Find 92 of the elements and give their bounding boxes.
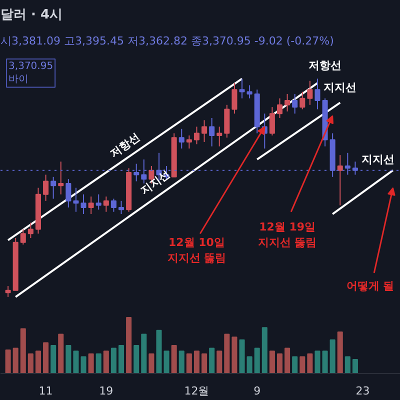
candlestick	[58, 161, 64, 195]
candlestick	[178, 128, 184, 150]
bar	[103, 350, 109, 374]
bar	[209, 348, 215, 374]
annotation: 3,370.95 바이	[8, 61, 54, 86]
bar	[43, 342, 49, 374]
bar	[88, 353, 94, 374]
bar	[337, 332, 343, 374]
candlestick	[239, 78, 245, 99]
chart-title: 달러 · 4시	[0, 8, 63, 22]
bar	[141, 334, 147, 374]
x-tick-label: 19	[99, 384, 114, 398]
bar	[300, 356, 306, 374]
bar	[194, 350, 200, 374]
bar	[352, 359, 358, 374]
bar	[224, 334, 230, 374]
bar	[307, 353, 313, 374]
bar	[246, 356, 252, 374]
bar	[239, 339, 245, 374]
candlestick	[292, 93, 298, 114]
bar	[322, 350, 328, 374]
x-tick-label: 12월	[184, 384, 210, 398]
bar	[262, 327, 268, 374]
candlestick	[232, 82, 238, 114]
bar	[156, 330, 162, 374]
bar	[292, 356, 298, 374]
candlestick	[88, 196, 94, 215]
candlestick	[28, 222, 34, 239]
bar	[314, 350, 320, 374]
bar	[148, 353, 154, 374]
bar	[202, 353, 208, 374]
bar	[35, 350, 41, 374]
candlestick	[50, 176, 56, 200]
bar	[330, 339, 336, 374]
annotation: 어떻게 될	[346, 280, 394, 293]
candlestick	[269, 106, 275, 136]
candlestick	[186, 134, 192, 150]
bar	[58, 334, 64, 374]
candlestick	[276, 98, 283, 118]
bar	[118, 345, 124, 374]
bar	[28, 353, 34, 374]
bar	[80, 356, 86, 374]
candlestick	[307, 80, 313, 106]
bar	[254, 348, 260, 374]
candlestick	[110, 198, 116, 212]
candlestick	[118, 200, 124, 215]
bar	[186, 353, 192, 374]
candlestick	[5, 286, 11, 298]
candlestick	[66, 178, 72, 208]
bar	[12, 348, 18, 374]
bar	[20, 328, 26, 374]
bar	[232, 336, 238, 374]
bar	[216, 350, 222, 374]
x-tick-label: 11	[38, 384, 53, 398]
text: 저항선	[308, 59, 342, 72]
candlestick	[202, 120, 208, 142]
bar	[164, 350, 170, 374]
bar	[50, 345, 56, 374]
candlestick	[209, 117, 215, 147]
candlestick	[43, 174, 49, 202]
bar	[178, 350, 184, 374]
annotation: 12월 19일 지지선 뚫림	[256, 220, 317, 249]
bar	[96, 353, 102, 374]
candlestick	[194, 126, 200, 145]
candlestick	[80, 194, 86, 215]
candlestick	[216, 126, 222, 147]
annotation: 12월 10일 지지선 뚫림	[166, 236, 226, 264]
bar	[66, 345, 72, 374]
bar	[134, 345, 140, 374]
bar	[171, 345, 177, 374]
candlestick	[314, 78, 320, 110]
bar	[73, 350, 79, 374]
annotation: 지지선	[322, 80, 357, 94]
candlestick	[246, 84, 252, 99]
candlestick	[96, 194, 102, 210]
candlestick	[284, 93, 290, 112]
x-tick-label: 9	[254, 384, 261, 398]
bar	[344, 356, 350, 374]
candlestick	[73, 187, 79, 212]
chart-subtitle: 시3,381.09 고3,395.45 저3,362.82 종3,370.95 -9.02 (-0.27%)	[0, 34, 334, 48]
x-tick-label: 23	[356, 384, 370, 398]
candlestick	[103, 196, 109, 212]
bar	[284, 348, 290, 374]
bar	[269, 350, 275, 374]
candlestick	[20, 228, 26, 246]
candlestick	[300, 91, 306, 110]
bar	[126, 317, 132, 374]
candlestick	[337, 154, 343, 206]
bar	[276, 353, 283, 374]
annotation: 지지선	[360, 152, 394, 166]
bar	[5, 349, 11, 374]
bar	[110, 348, 116, 374]
